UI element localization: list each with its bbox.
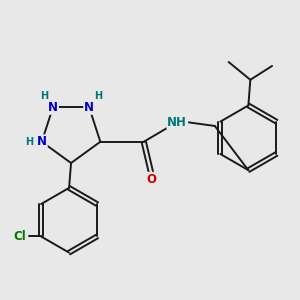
Text: H: H: [94, 91, 102, 101]
Text: N: N: [37, 135, 47, 148]
Text: H: H: [25, 137, 33, 147]
Text: N: N: [84, 101, 94, 114]
Text: Cl: Cl: [13, 230, 26, 243]
Text: O: O: [147, 173, 157, 186]
Text: H: H: [40, 91, 48, 101]
Text: N: N: [48, 101, 58, 114]
Text: NH: NH: [167, 116, 187, 128]
